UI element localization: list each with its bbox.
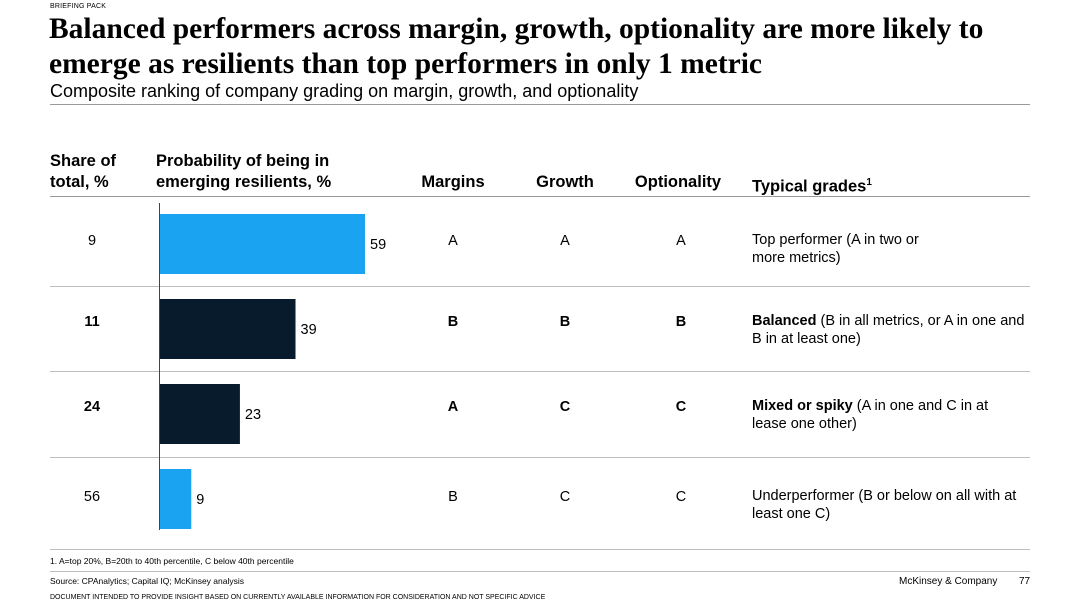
row-1-growth-grade: A [560, 233, 570, 249]
column-header-share-line1: Share of [50, 152, 117, 170]
footer-rule-top [50, 549, 1030, 550]
row-4-typical-grades: Underperformer (B or below on all with a… [752, 487, 1027, 523]
source-note: Source: CPAnalytics; Capital IQ; McKinse… [50, 576, 244, 586]
page-subtitle: Composite ranking of company grading on … [50, 81, 639, 101]
column-header-share: Share of total, % [50, 151, 116, 193]
title-rule [50, 104, 1030, 105]
row-2-share: 11 [84, 314, 100, 330]
header-rule [50, 196, 1030, 197]
bar-3 [160, 384, 240, 444]
row-3-margin-grade: A [447, 399, 459, 415]
bar-1-value-label: 59 [370, 237, 386, 253]
row-3-growth-grade: C [559, 399, 571, 415]
column-header-probability-line2: emerging resilients, % [156, 173, 332, 191]
row-separator [50, 286, 1030, 287]
row-3-typical-grades: Mixed or spiky (A in one and C in at lea… [752, 397, 1017, 433]
page-title: Balanced performers across margin, growt… [49, 13, 984, 80]
footer-rule [50, 571, 1030, 572]
column-header-probability-line1: Probability of being in [156, 152, 330, 170]
row-3-typical-desc: (A in one and C in at lease one other) [752, 398, 989, 432]
row-4-margin-grade: B [448, 489, 458, 505]
column-header-probability: Probability of being in emerging resilie… [156, 151, 331, 193]
column-header-share-line2: total, % [50, 173, 109, 191]
row-2-optionality-grade: B [675, 314, 687, 330]
bar-1 [160, 214, 365, 274]
row-2-growth-grade: B [559, 314, 571, 330]
brand-name: McKinsey & Company [899, 576, 998, 587]
page-number: 77 [1019, 576, 1031, 587]
row-separator [50, 371, 1030, 372]
row-1-typical-grades: Top performer (A in two or more metrics) [752, 231, 937, 267]
footnote-marker: 1 [866, 177, 872, 188]
disclaimer: DOCUMENT INTENDED TO PROVIDE INSIGHT BAS… [50, 594, 546, 601]
row-1-margin-grade: A [448, 233, 458, 249]
bar-4 [160, 469, 192, 529]
column-header-typical-grades: Typical grades1 [752, 172, 872, 198]
column-header-optionality: Optionality [634, 173, 722, 191]
row-2-typical-label: Balanced [752, 313, 817, 329]
footnote: 1. A=top 20%, B=20th to 40th percentile,… [50, 556, 294, 566]
row-separator [50, 457, 1030, 458]
row-3-optionality-grade: C [675, 399, 687, 415]
row-1-share: 9 [87, 233, 97, 249]
column-header-growth: Growth [536, 173, 594, 191]
column-header-margins: Margins [421, 173, 485, 191]
bar-2 [160, 299, 296, 359]
row-2-typical-desc: (B in all metrics, or A in one and B in … [752, 313, 1025, 347]
row-4-share: 56 [83, 489, 101, 505]
row-3-share: 24 [83, 399, 101, 415]
bar-4-value-label: 9 [196, 492, 204, 508]
column-header-typical-label: Typical grades [752, 177, 867, 196]
row-4-typical-desc: Underperformer (B or below on all with a… [752, 488, 1017, 522]
briefing-pack-label: BRIEFING PACK [50, 3, 107, 10]
row-3-typical-label: Mixed or spiky [752, 398, 853, 414]
row-4-optionality-grade: C [675, 489, 687, 505]
row-2-typical-grades: Balanced (B in all metrics, or A in one … [752, 312, 1027, 348]
row-2-margin-grade: B [447, 314, 459, 330]
row-1-typical-desc: Top performer (A in two or more metrics) [752, 232, 919, 266]
bar-3-value-label: 23 [245, 407, 261, 423]
bar-2-value-label: 39 [301, 322, 317, 338]
row-1-optionality-grade: A [676, 233, 686, 249]
row-4-growth-grade: C [559, 489, 571, 505]
